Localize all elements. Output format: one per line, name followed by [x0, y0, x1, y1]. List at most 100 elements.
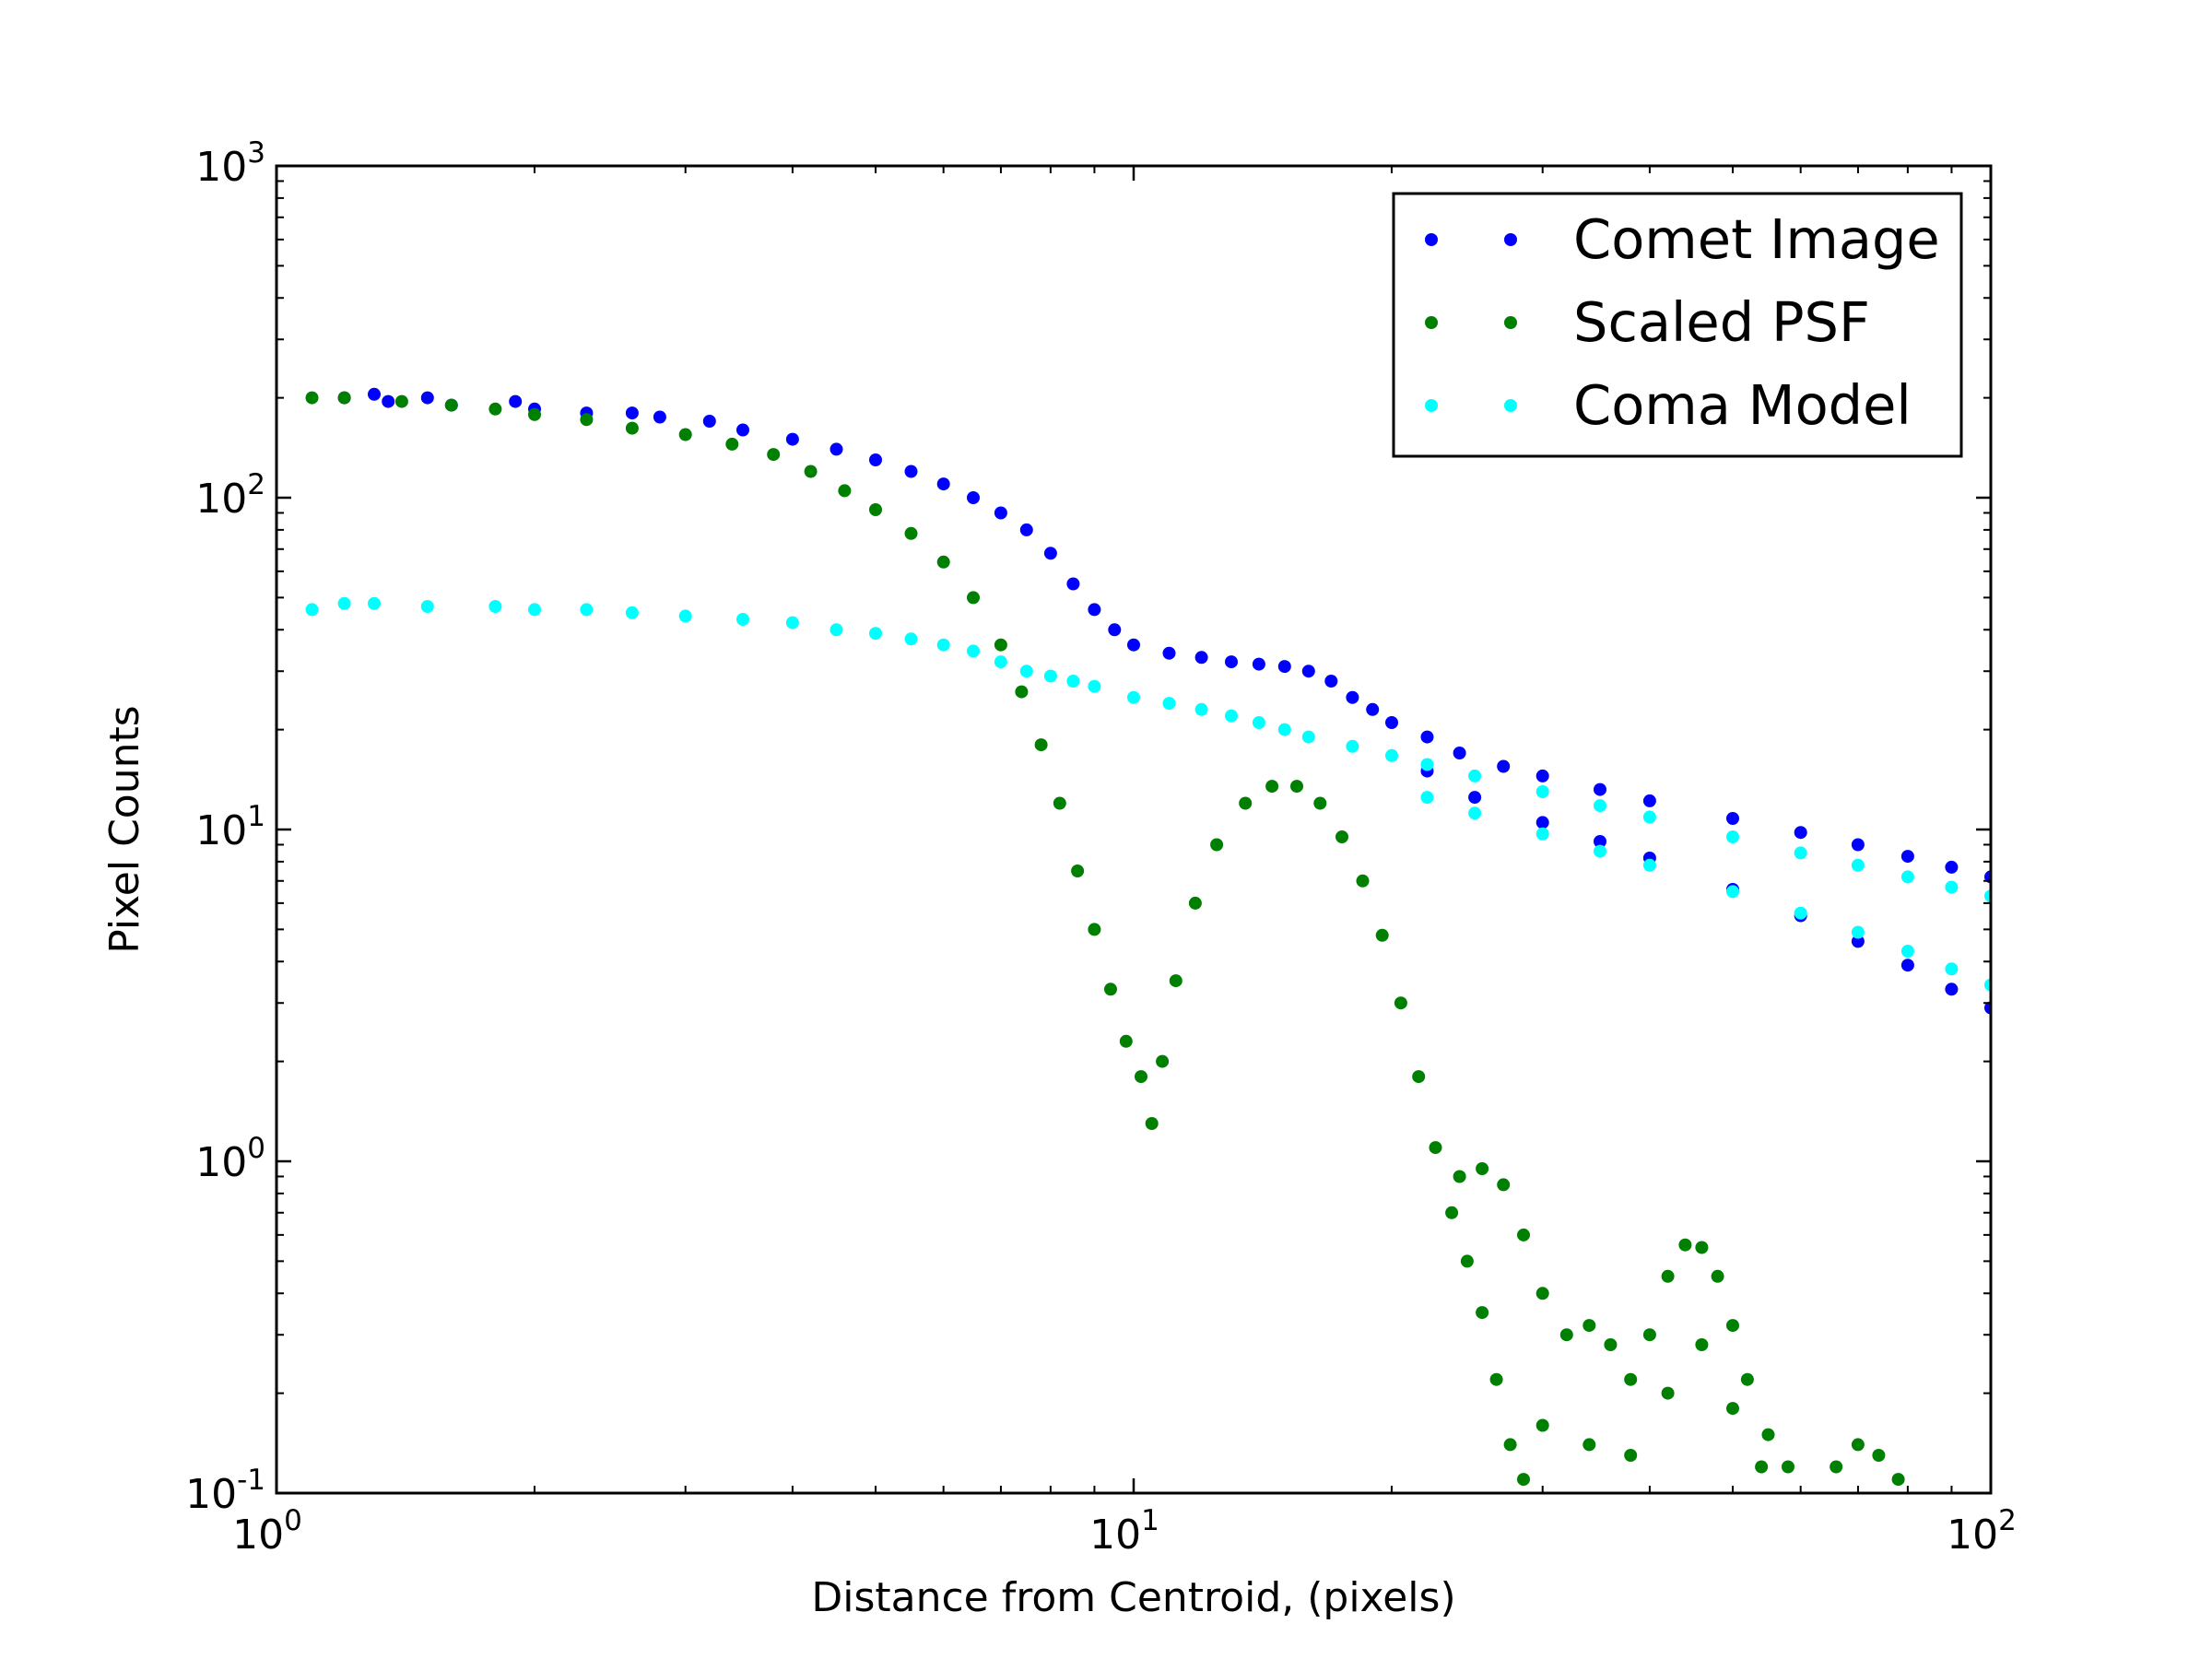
point-coma-model-44 [1594, 844, 1606, 858]
point-scaled-psf-37 [1375, 928, 1389, 942]
point-comet-image-11 [736, 423, 749, 437]
point-scaled-psf-5 [528, 407, 541, 421]
point-comet-image-28 [1252, 657, 1265, 671]
point-comet-image-54 [1851, 935, 1865, 948]
point-coma-model-50 [1945, 962, 1959, 976]
point-coma-model-2 [368, 596, 381, 610]
point-comet-image-8 [625, 406, 639, 420]
point-scaled-psf-62 [1740, 1372, 1754, 1386]
point-coma-model-16 [994, 655, 1007, 669]
point-comet-image-30 [1301, 665, 1315, 678]
point-comet-image-23 [1108, 623, 1122, 637]
point-scaled-psf-6 [580, 413, 594, 427]
point-coma-model-28 [1346, 739, 1359, 753]
point-scaled-psf-9 [725, 437, 739, 451]
point-comet-image-27 [1225, 655, 1238, 669]
point-coma-model-39 [1945, 880, 1959, 894]
point-scaled-psf-25 [1135, 1070, 1147, 1084]
point-scaled-psf-3 [444, 398, 458, 412]
legend-marker-comet-image-left [1425, 233, 1438, 246]
point-scaled-psf-46 [1517, 1473, 1530, 1487]
point-scaled-psf-68 [1661, 1386, 1675, 1400]
point-coma-model-19 [1066, 675, 1080, 688]
point-coma-model-36 [1794, 846, 1807, 860]
point-scaled-psf-50 [1517, 1228, 1530, 1241]
point-coma-model-32 [1535, 785, 1549, 798]
point-comet-image-17 [967, 491, 980, 504]
legend: Comet Image Scaled PSF Coma Model [1392, 192, 1963, 458]
point-scaled-psf-40 [1429, 1141, 1442, 1155]
point-comet-image-44 [1900, 850, 1914, 864]
point-scaled-psf-45 [1503, 1438, 1517, 1452]
point-comet-image-32 [1346, 690, 1359, 704]
x-tick-label-100: 102 [1947, 1504, 2017, 1559]
point-comet-image-13 [830, 442, 843, 456]
point-scaled-psf-58 [1678, 1238, 1692, 1252]
point-scaled-psf-20 [1053, 796, 1066, 810]
point-coma-model-12 [869, 627, 882, 641]
point-scaled-psf-70 [1726, 1402, 1739, 1416]
point-comet-image-5 [509, 394, 523, 408]
point-scaled-psf-28 [1169, 974, 1182, 988]
point-coma-model-33 [1594, 799, 1606, 813]
point-scaled-psf-51 [1535, 1287, 1549, 1300]
point-coma-model-29 [1385, 748, 1398, 762]
point-scaled-psf-30 [1210, 838, 1224, 852]
point-scaled-psf-75 [1891, 1473, 1905, 1487]
point-coma-model-41 [1420, 791, 1434, 805]
point-coma-model-24 [1225, 709, 1238, 723]
point-coma-model-37 [1851, 858, 1865, 872]
point-scaled-psf-21 [1071, 865, 1085, 877]
point-scaled-psf-29 [1188, 896, 1202, 910]
point-scaled-psf-39 [1412, 1070, 1426, 1084]
point-scaled-psf-13 [869, 503, 882, 516]
point-scaled-psf-64 [1782, 1460, 1794, 1474]
y-tick-label-1: 100 [195, 1132, 265, 1186]
point-scaled-psf-43 [1476, 1306, 1489, 1320]
point-scaled-psf-33 [1290, 780, 1303, 794]
point-scaled-psf-72 [1830, 1460, 1843, 1474]
x-tick-label-10: 101 [1089, 1504, 1159, 1559]
point-scaled-psf-10 [767, 448, 781, 462]
point-coma-model-5 [528, 603, 541, 617]
point-comet-image-10 [702, 415, 716, 428]
point-scaled-psf-65 [1535, 1418, 1549, 1432]
point-comet-image-37 [1497, 759, 1511, 773]
point-scaled-psf-54 [1604, 1338, 1618, 1351]
point-scaled-psf-69 [1695, 1338, 1709, 1351]
point-scaled-psf-60 [1711, 1269, 1724, 1283]
legend-marker-coma-model-right [1504, 399, 1517, 412]
point-comet-image-36 [1453, 747, 1466, 759]
legend-label-comet-image: Comet Image [1573, 207, 1940, 271]
point-coma-model-47 [1794, 906, 1807, 920]
point-comet-image-43 [1851, 838, 1865, 852]
legend-label-coma-model: Coma Model [1573, 373, 1912, 437]
point-coma-model-8 [678, 609, 692, 623]
point-scaled-psf-41 [1445, 1206, 1459, 1219]
legend-frame [1392, 192, 1963, 458]
legend-marker-scaled-psf-left [1425, 316, 1438, 329]
point-comet-image-9 [653, 410, 666, 424]
point-comet-image-19 [1019, 523, 1033, 536]
point-coma-model-7 [625, 606, 639, 619]
point-comet-image-12 [785, 432, 799, 446]
point-coma-model-20 [1088, 679, 1101, 693]
point-scaled-psf-71 [1755, 1460, 1769, 1474]
point-scaled-psf-67 [1624, 1449, 1638, 1462]
point-scaled-psf-74 [1872, 1449, 1886, 1462]
point-coma-model-23 [1194, 702, 1208, 716]
point-coma-model-27 [1301, 730, 1315, 744]
point-comet-image-2 [382, 394, 395, 408]
x-axis-label: Distance from Centroid, (pixels) [811, 1574, 1455, 1621]
point-scaled-psf-44 [1489, 1372, 1503, 1386]
point-comet-image-25 [1162, 646, 1176, 660]
point-coma-model-11 [830, 623, 843, 637]
point-scaled-psf-55 [1624, 1372, 1638, 1386]
point-comet-image-55 [1900, 959, 1914, 972]
point-coma-model-4 [488, 600, 502, 613]
series-scaled-psf [305, 391, 1905, 1487]
point-coma-model-6 [580, 603, 594, 617]
point-scaled-psf-35 [1335, 830, 1348, 843]
